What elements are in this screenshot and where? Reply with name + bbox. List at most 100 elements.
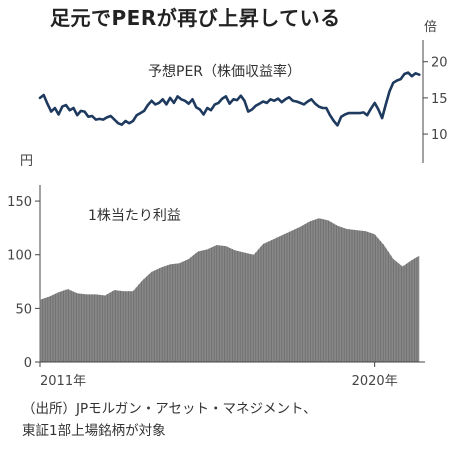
per-point: [53, 107, 56, 109]
per-point: [132, 120, 134, 122]
per-point: [358, 112, 361, 114]
headline: 足元でPERが再び上昇している: [50, 6, 341, 30]
per-point: [332, 120, 335, 122]
per-point: [314, 102, 317, 105]
per-point: [243, 99, 246, 102]
per-point: [303, 103, 305, 106]
per-point: [50, 110, 53, 113]
eps-tick-label: 150: [7, 195, 32, 210]
per-panel: 予想PER（株価収益率） 倍 10 15 20: [38, 20, 448, 163]
per-point: [184, 99, 186, 102]
per-point: [392, 81, 395, 84]
per-point: [46, 102, 49, 105]
per-point: [299, 102, 302, 104]
per-point: [202, 113, 205, 116]
eps-panel: 円 1株当たり利益 0 50 100 150 2011年 2020年: [7, 154, 425, 389]
per-point: [195, 106, 198, 109]
per-point: [273, 99, 276, 102]
per-point: [362, 111, 365, 114]
per-point: [213, 103, 216, 106]
per-point: [150, 99, 153, 102]
per-point: [414, 72, 417, 75]
per-point: [269, 98, 272, 101]
per-point: [254, 104, 257, 107]
per-point: [407, 71, 410, 74]
per-point: [418, 73, 421, 76]
per-point: [128, 122, 131, 125]
per-point: [113, 118, 116, 121]
eps-unit-label: 円: [20, 154, 33, 169]
per-point: [61, 105, 64, 108]
per-title: 予想PER（株価収益率）: [148, 63, 301, 80]
per-point: [236, 99, 238, 101]
per-point: [396, 79, 398, 82]
per-point: [265, 102, 268, 104]
per-point: [228, 102, 231, 105]
per-point: [232, 98, 235, 101]
per-point: [373, 102, 376, 104]
per-point: [117, 122, 119, 125]
eps-title: 1株当たり利益: [88, 208, 181, 224]
eps-tick-label: 100: [7, 249, 32, 264]
per-point: [187, 102, 190, 105]
per-point: [180, 98, 183, 101]
per-point: [154, 103, 157, 106]
per-point: [262, 100, 265, 103]
per-point: [210, 109, 212, 112]
per-point: [355, 112, 357, 114]
per-point: [247, 110, 250, 113]
per-point: [106, 116, 108, 119]
eps-tick-label: 0: [24, 356, 32, 371]
source-line-2: 東証1部上場銘柄が対象: [22, 423, 166, 439]
per-point: [258, 102, 261, 105]
per-point: [83, 110, 86, 113]
per-point: [288, 96, 291, 99]
per-point: [91, 115, 93, 117]
per-tick-label: 10: [431, 128, 448, 143]
per-point: [172, 102, 175, 104]
per-point: [80, 110, 82, 112]
per-point: [399, 78, 402, 80]
per-point: [72, 107, 75, 109]
per-point: [280, 101, 283, 104]
per-point: [206, 107, 209, 109]
per-point: [102, 118, 105, 121]
per-point: [87, 115, 90, 118]
per-point: [143, 110, 146, 112]
per-series-line: [38, 71, 421, 127]
per-point: [158, 102, 160, 104]
per-point: [98, 117, 101, 120]
per-tick-label: 15: [431, 92, 448, 107]
per-point: [120, 123, 123, 126]
per-tick-label: 20: [431, 56, 448, 71]
per-point: [277, 97, 279, 100]
per-point: [329, 114, 331, 117]
per-point: [221, 97, 224, 100]
per-point: [284, 98, 287, 101]
per-point: [191, 98, 194, 101]
per-point: [146, 104, 149, 107]
per-point: [344, 113, 346, 116]
per-point: [381, 117, 383, 120]
per-point: [336, 124, 339, 127]
per-point: [225, 95, 227, 98]
eps-xtick-label: 2011年: [40, 374, 86, 389]
per-point: [410, 75, 413, 78]
source-note: （出所）JPモルガン・アセット・マネジメント、 東証1部上場銘柄が対象: [22, 398, 317, 442]
per-point: [169, 96, 172, 99]
per-point: [403, 73, 406, 75]
per-point: [251, 108, 253, 111]
per-point: [176, 95, 179, 98]
per-unit-label: 倍: [424, 20, 437, 35]
per-point: [39, 96, 41, 99]
per-point: [370, 107, 372, 110]
per-point: [388, 90, 391, 93]
per-point: [198, 108, 201, 111]
eps-tick-label: 50: [15, 302, 32, 317]
per-point: [135, 114, 138, 117]
per-point: [165, 103, 168, 106]
per-point: [377, 108, 380, 111]
eps-xtick-label: 2020年: [352, 374, 398, 389]
per-point: [321, 107, 324, 109]
per-point: [124, 120, 127, 122]
